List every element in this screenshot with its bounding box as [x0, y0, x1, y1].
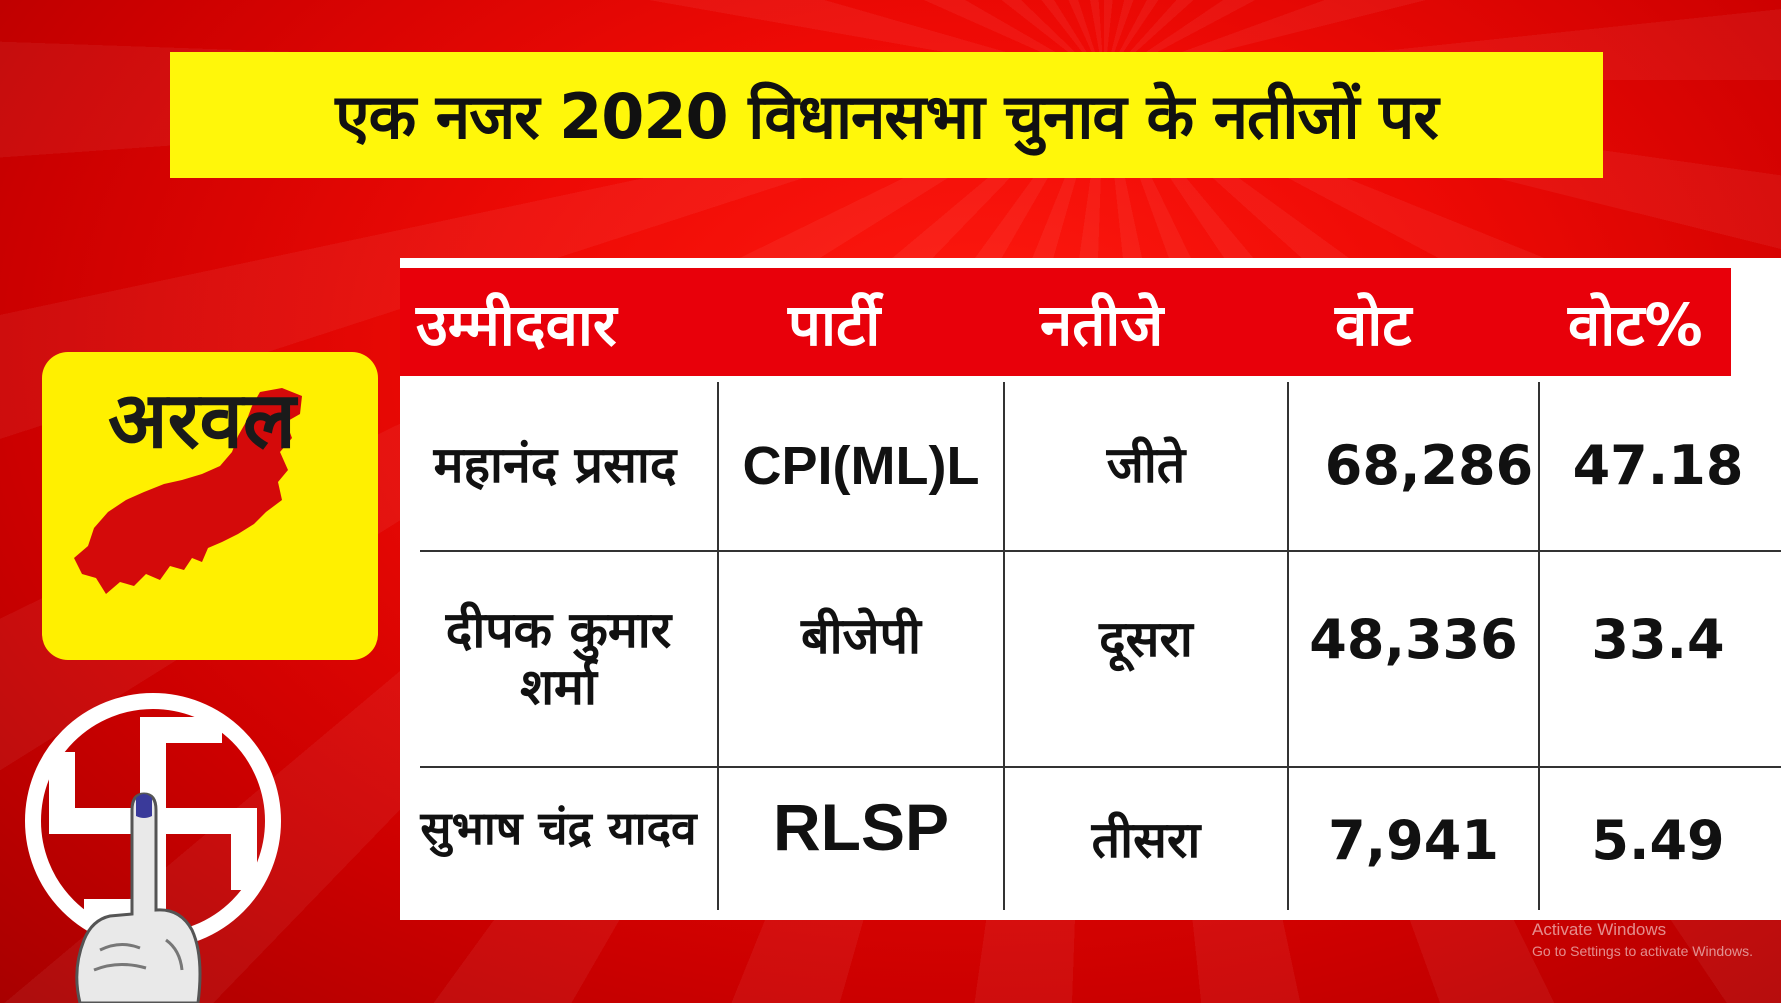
table-row-2-vote-pct: 33.4: [1591, 607, 1725, 671]
watermark-line-2: Go to Settings to activate Windows.: [1532, 942, 1753, 959]
table-row-3-candidate: सुभाष चंद्र यादव: [420, 800, 697, 855]
table-row-3-votes: 7,941: [1328, 808, 1499, 872]
table-row-1-party: CPI(ML)L: [742, 435, 980, 496]
table-row-1-vote-pct: 47.18: [1572, 433, 1744, 497]
header-vote-pct: वोट%: [1568, 290, 1703, 359]
table-row-2-votes: 48,336: [1309, 607, 1518, 671]
table-row-1-candidate: महानंद प्रसाद: [433, 436, 677, 495]
constituency-map-icon: [74, 388, 302, 594]
column-divider: [1538, 382, 1540, 910]
table-header-row: उम्मीदवार पार्टी नतीजे वोट वोट%: [400, 268, 1731, 376]
header-votes: वोट: [1335, 290, 1412, 359]
column-divider: [717, 382, 719, 910]
table-row-1-votes: 68,286: [1324, 433, 1534, 497]
windows-activation-watermark: Activate Windows Go to Settings to activ…: [1532, 918, 1753, 961]
column-divider: [1287, 382, 1289, 910]
table-row-3-vote-pct: 5.49: [1591, 808, 1725, 872]
title-banner: एक नजर 2020 विधानसभा चुनाव के नतीजों पर: [170, 52, 1603, 178]
watermark-line-1: Activate Windows: [1532, 920, 1667, 939]
inked-finger-icon: [75, 792, 202, 1003]
results-table: उम्मीदवार पार्टी नतीजे वोट वोट% महानंद प…: [400, 258, 1781, 920]
table-row-2-result: दूसरा: [1099, 610, 1193, 669]
table-row-3-result: तीसरा: [1091, 811, 1201, 870]
row-divider: [420, 550, 1781, 552]
table-row-1-result: जीते: [1106, 436, 1186, 495]
header-result: नतीजे: [1040, 290, 1164, 359]
header-candidate: उम्मीदवार: [416, 290, 617, 359]
header-party: पार्टी: [788, 290, 881, 359]
table-row-2-candidate: दीपक कुमार शर्मा: [445, 600, 672, 716]
constituency-name: अरवल: [108, 376, 296, 466]
table-row-3-party: RLSP: [772, 790, 950, 865]
column-divider: [1003, 382, 1005, 910]
table-row-2-party: बीजेपी: [801, 607, 921, 666]
page-title: एक नजर 2020 विधानसभा चुनाव के नतीजों पर: [335, 80, 1438, 153]
constituency-card: अरवल: [42, 352, 378, 660]
row-divider: [420, 766, 1781, 768]
